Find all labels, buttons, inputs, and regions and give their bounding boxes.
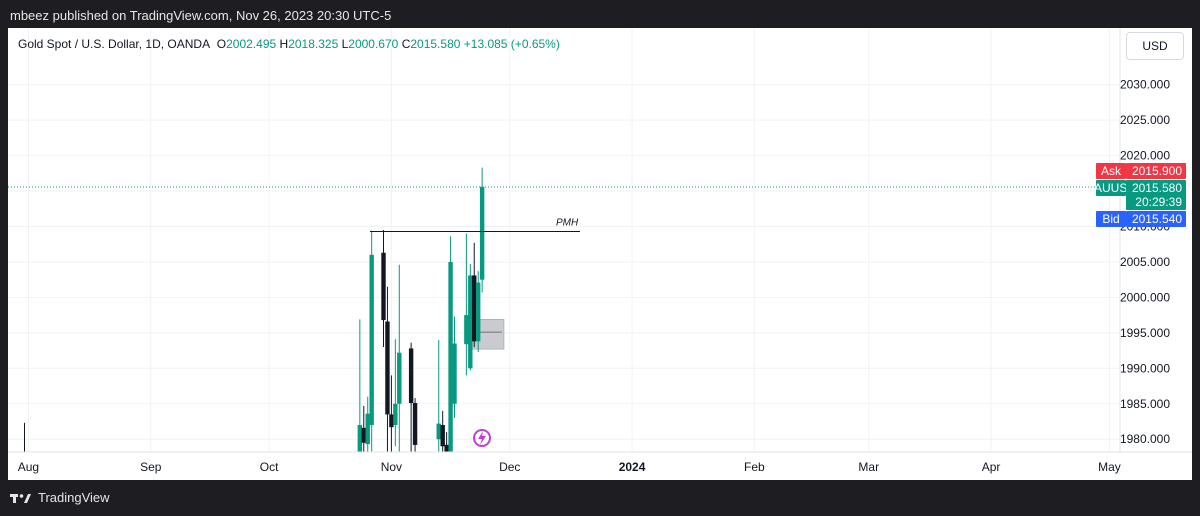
x-tick-label: May (1098, 460, 1121, 474)
y-tick-label: 1985.000 (1120, 397, 1170, 411)
candle-body (479, 186, 485, 280)
candle-body (361, 427, 366, 443)
price-chart[interactable]: PMH 1980.000 1985.000 1990.000 1995.000 2000… (8, 28, 1192, 480)
x-tick-label: Sep (140, 460, 162, 474)
publisher-header: mbeez published on TradingView.com, Nov … (10, 8, 392, 23)
candle-body (365, 413, 370, 445)
candle-body (393, 403, 398, 426)
candle-body (381, 252, 386, 321)
y-tick-label: 1980.000 (1120, 432, 1170, 446)
candle-body (444, 444, 449, 452)
annotations: PMH (370, 217, 580, 232)
alert-ring (473, 429, 491, 447)
symbol-tag: XAUUSD (1086, 181, 1136, 195)
candle-body (448, 261, 453, 452)
close-label: C (401, 37, 411, 51)
high-value: 2018.325 (288, 37, 339, 51)
tradingview-logo-icon (10, 493, 31, 503)
candle-body (408, 348, 414, 404)
ask-value-bg (1126, 162, 1186, 179)
candle-body (369, 254, 374, 426)
low-label: L (341, 37, 349, 51)
footer-brand: TradingView (10, 490, 110, 505)
candle-body (397, 352, 402, 404)
candle-body (468, 275, 473, 369)
candle-body (385, 321, 390, 415)
y-tick-label: 2005.000 (1120, 255, 1170, 269)
candle-body (440, 425, 445, 447)
y-tick-label: 1995.000 (1120, 326, 1170, 340)
candle-body (357, 425, 363, 452)
alert-bolt (478, 431, 486, 445)
symbol-title[interactable]: Gold Spot / U.S. Dollar, 1D, OANDA (18, 37, 210, 51)
open-label: O (216, 37, 227, 51)
x-tick-label: Oct (260, 460, 279, 474)
candle-body (389, 414, 394, 428)
bar-countdown: 20:29:39 (1135, 195, 1182, 209)
last-tag-bg (1126, 179, 1186, 210)
y-tick-label: 1990.000 (1120, 361, 1170, 375)
ask-label: Ask (1101, 164, 1122, 178)
bid-value-bg (1126, 210, 1186, 227)
price-axis-bg (1120, 28, 1192, 480)
candle-body (412, 403, 418, 445)
x-tick-label: Mar (858, 460, 879, 474)
y-tick-label: 2020.000 (1120, 149, 1170, 163)
y-tick-label: 2025.000 (1120, 113, 1170, 127)
footer-brand-text: TradingView (38, 490, 110, 505)
candle-body (436, 423, 441, 440)
candle-body (475, 282, 481, 342)
open-value: 2002.495 (226, 37, 277, 51)
x-tick-label: 2024 (619, 460, 646, 474)
alert-icon[interactable] (473, 429, 491, 447)
price-axis[interactable]: 1980.000 1985.000 1990.000 1995.000 2000.000… (1119, 28, 1192, 480)
chart-frame: PMH 1980.000 1985.000 1990.000 1995.000 2000… (8, 28, 1192, 480)
last-price-value: 2015.580 (1132, 181, 1182, 195)
candle-body (464, 315, 469, 345)
currency-button[interactable]: USD (1126, 32, 1184, 60)
change-value: +13.085 (+0.65%) (463, 37, 560, 51)
ask-label-bg (1096, 162, 1126, 179)
ask-value: 2015.900 (1132, 164, 1182, 178)
candle-body (452, 343, 457, 404)
x-tick-label: Dec (499, 460, 520, 474)
bid-label: Bid (1102, 212, 1119, 226)
bid-label-bg (1096, 210, 1126, 227)
y-tick-label: 2000.000 (1120, 290, 1170, 304)
x-tick-label: Nov (381, 460, 402, 474)
symbol-tag-bg (1096, 179, 1126, 196)
y-tick-label: 2030.000 (1120, 78, 1170, 92)
close-value: 2015.580 (410, 37, 461, 51)
candles (24, 167, 485, 452)
x-tick-label: Aug (18, 460, 39, 474)
candle-body (472, 275, 477, 342)
low-value: 2000.670 (348, 37, 399, 51)
high-label: H (279, 37, 289, 51)
grid (8, 28, 1120, 452)
pmh-label: PMH (556, 217, 579, 228)
ohlc-legend: Gold Spot / U.S. Dollar, 1D, OANDA O2002… (18, 37, 560, 51)
x-tick-label: Apr (982, 460, 1001, 474)
time-axis[interactable]: Aug Sep Oct Nov Dec 2024 Feb Mar Apr May (8, 451, 1192, 474)
bid-value: 2015.540 (1132, 212, 1182, 226)
x-tick-label: Feb (744, 460, 765, 474)
